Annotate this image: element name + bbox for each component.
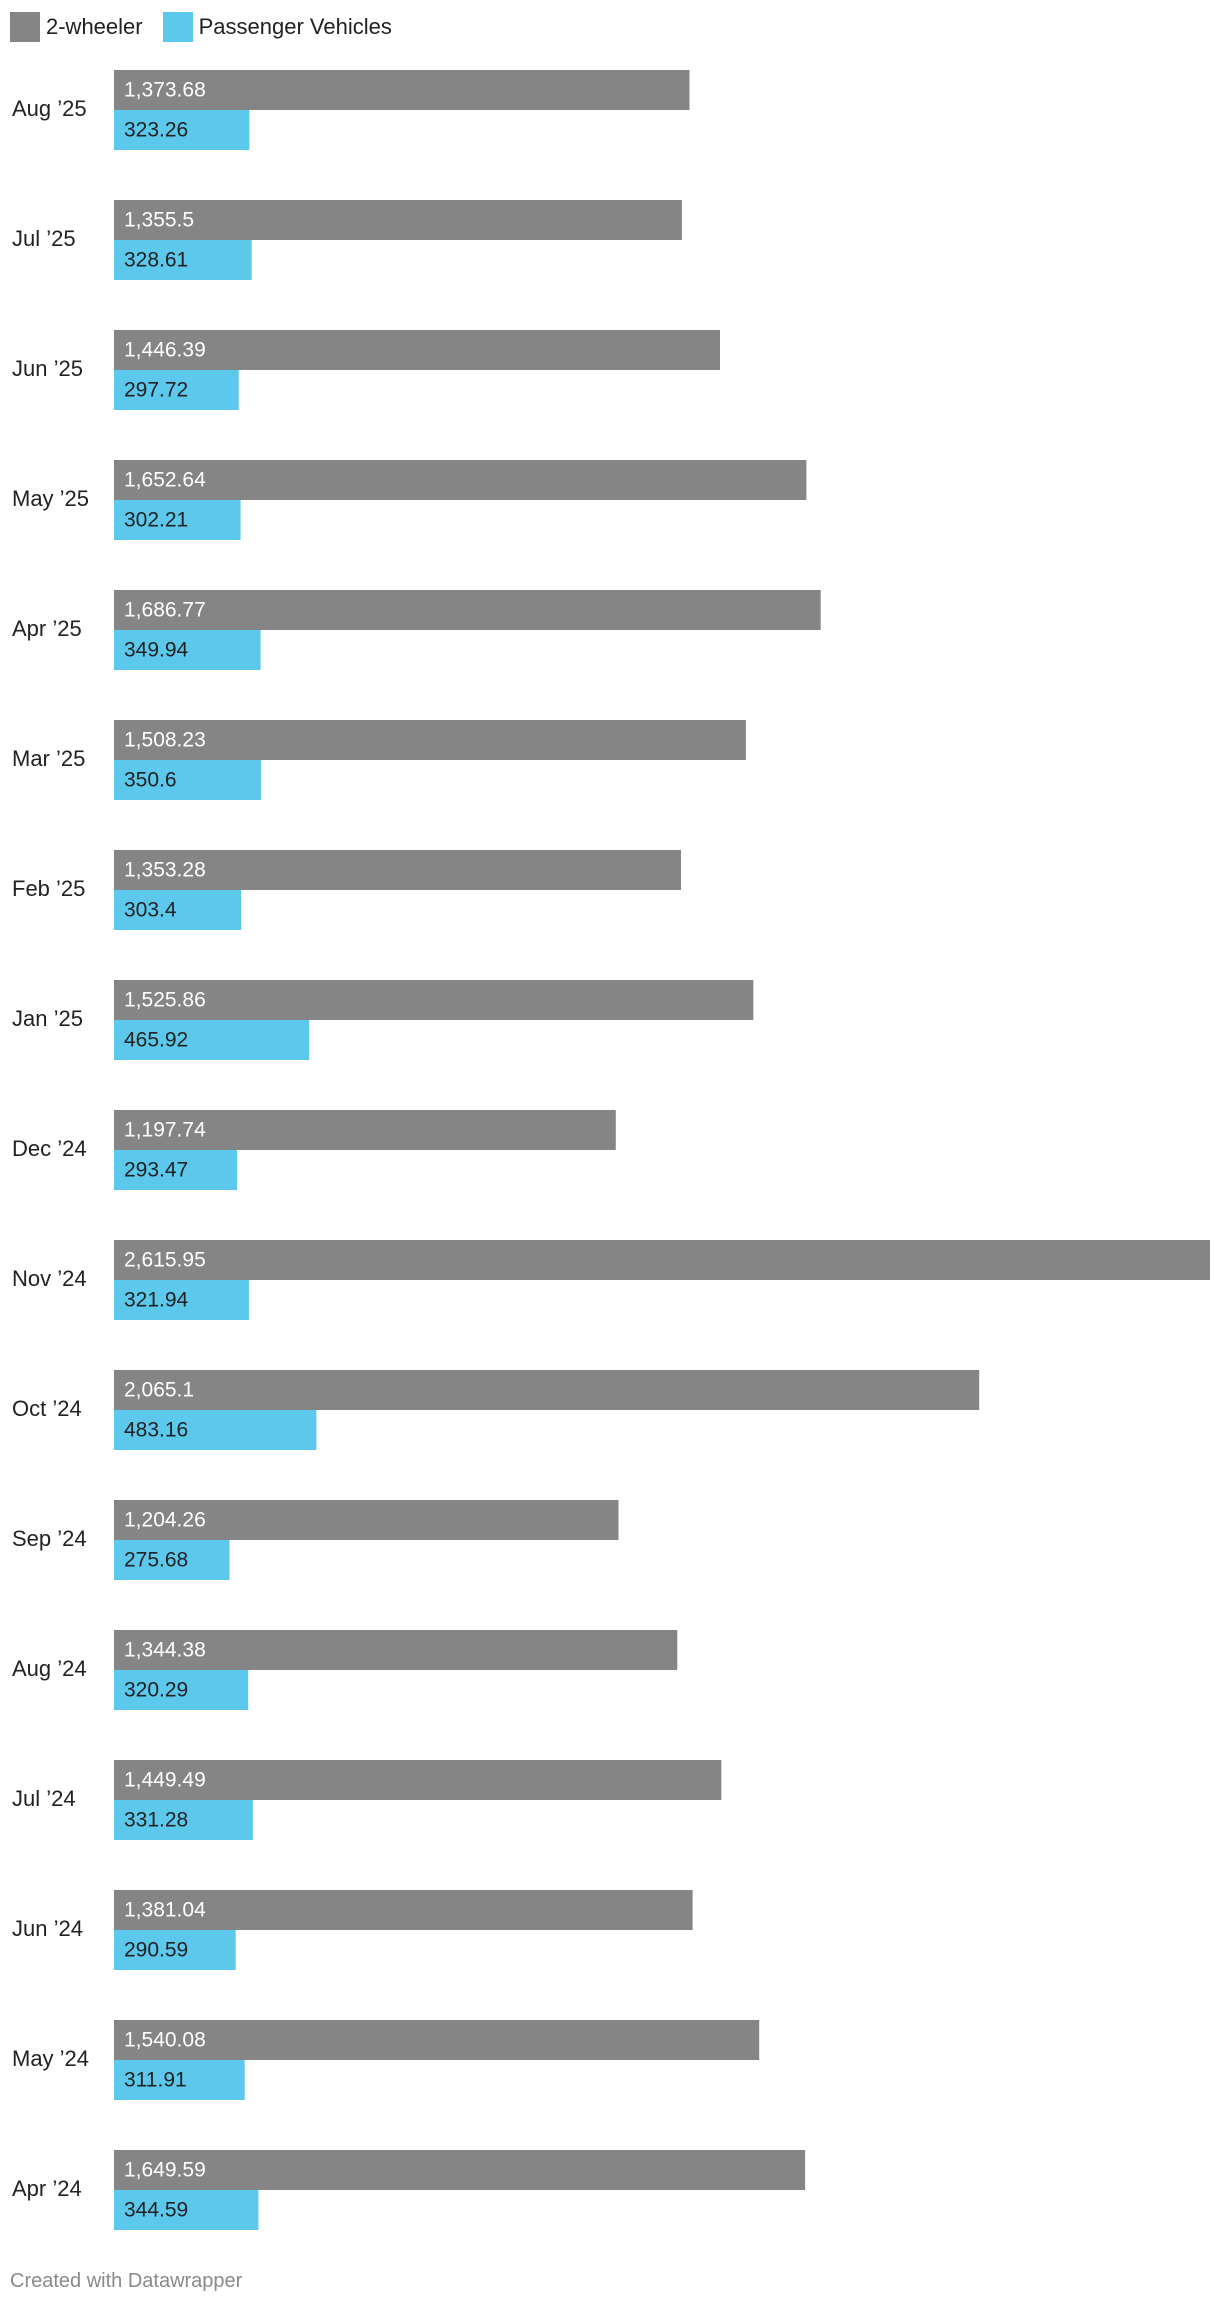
value-label-2-wheeler-jan-25: 1,525.86 [124,989,206,1012]
bar-2-wheeler-feb-25 [114,850,681,890]
category-label-sep-24: Sep ’24 [12,1526,87,1551]
category-label-feb-25: Feb ’25 [12,876,85,901]
bar-2-wheeler-jul-25 [114,200,682,240]
value-label-2-wheeler-jun-24: 1,381.04 [124,1899,206,1922]
category-label-dec-24: Dec ’24 [12,1136,87,1161]
value-label-passenger-vehicles-may-25: 302.21 [124,509,188,532]
category-label-apr-25: Apr ’25 [12,616,82,641]
category-label-jun-24: Jun ’24 [12,1916,83,1941]
value-label-passenger-vehicles-nov-24: 321.94 [124,1289,189,1312]
value-label-passenger-vehicles-jul-25: 328.61 [124,249,188,272]
value-label-passenger-vehicles-jan-25: 465.92 [124,1029,188,1052]
legend-label-2-wheeler: 2-wheeler [46,14,143,39]
bar-passenger-vehicles-apr-25 [114,630,261,670]
bar-passenger-vehicles-nov-24 [114,1280,249,1320]
value-label-passenger-vehicles-apr-25: 349.94 [124,639,189,662]
legend-item-passenger-vehicles: Passenger Vehicles [162,12,392,42]
legend-swatch-passenger-vehicles [162,12,193,42]
bar-passenger-vehicles-jul-25 [114,240,252,280]
category-label-may-24: May ’24 [12,2046,89,2071]
value-label-passenger-vehicles-aug-25: 323.26 [124,119,188,142]
bar-passenger-vehicles-feb-25 [114,890,242,930]
bar-passenger-vehicles-aug-24 [114,1670,249,1710]
value-label-2-wheeler-aug-25: 1,373.68 [124,79,206,102]
bar-passenger-vehicles-mar-25 [114,760,261,800]
value-label-passenger-vehicles-mar-25: 350.6 [124,769,177,792]
value-label-2-wheeler-dec-24: 1,197.74 [124,1119,206,1142]
category-label-may-25: May ’25 [12,486,89,511]
legend-label-passenger-vehicles: Passenger Vehicles [198,14,392,39]
bar-2-wheeler-oct-24 [114,1370,980,1410]
category-label-jan-25: Jan ’25 [12,1006,83,1031]
bar-passenger-vehicles-oct-24 [114,1410,317,1450]
bar-2-wheeler-dec-24 [114,1110,616,1150]
value-label-passenger-vehicles-aug-24: 320.29 [124,1679,188,1702]
value-label-2-wheeler-apr-24: 1,649.59 [124,2159,206,2182]
bar-2-wheeler-aug-24 [114,1630,678,1670]
category-label-aug-25: Aug ’25 [12,96,87,121]
bar-2-wheeler-mar-25 [114,720,746,760]
category-label-apr-24: Apr ’24 [12,2176,82,2201]
bar-2-wheeler-jan-25 [114,980,754,1020]
bar-passenger-vehicles-may-24 [114,2060,245,2100]
bar-passenger-vehicles-dec-24 [114,1150,237,1190]
category-label-aug-24: Aug ’24 [12,1656,87,1681]
category-label-oct-24: Oct ’24 [12,1396,82,1421]
bar-passenger-vehicles-sep-24 [114,1540,230,1580]
bar-2-wheeler-may-24 [114,2020,760,2060]
value-label-passenger-vehicles-sep-24: 275.68 [124,1549,188,1572]
value-label-2-wheeler-feb-25: 1,353.28 [124,859,206,882]
footer-credit: Created with Datawrapper [10,2270,243,2292]
category-label-jun-25: Jun ’25 [12,356,83,381]
value-label-2-wheeler-oct-24: 2,065.1 [124,1379,194,1402]
bar-passenger-vehicles-jun-25 [114,370,239,410]
value-label-passenger-vehicles-feb-25: 303.4 [124,899,177,922]
value-label-2-wheeler-jul-25: 1,355.5 [124,209,194,232]
bar-passenger-vehicles-may-25 [114,500,241,540]
value-label-passenger-vehicles-jun-24: 290.59 [124,1939,188,1962]
value-label-passenger-vehicles-oct-24: 483.16 [124,1419,188,1442]
bar-2-wheeler-apr-25 [114,590,821,630]
bar-2-wheeler-sep-24 [114,1500,619,1540]
bar-2-wheeler-jun-24 [114,1890,693,1930]
value-label-2-wheeler-may-25: 1,652.64 [124,469,206,492]
category-label-jul-25: Jul ’25 [12,226,76,251]
value-label-passenger-vehicles-dec-24: 293.47 [124,1159,188,1182]
value-label-2-wheeler-jun-25: 1,446.39 [124,339,206,362]
value-label-2-wheeler-may-24: 1,540.08 [124,2029,206,2052]
category-label-nov-24: Nov ’24 [12,1266,87,1291]
category-label-mar-25: Mar ’25 [12,746,85,771]
value-label-2-wheeler-apr-25: 1,686.77 [124,599,206,622]
category-label-jul-24: Jul ’24 [12,1786,76,1811]
value-label-passenger-vehicles-may-24: 311.91 [124,2069,187,2092]
legend-swatch-2-wheeler [10,12,40,42]
chart-legend: 2-wheeler Passenger Vehicles [10,11,412,43]
legend-item-2-wheeler: 2-wheeler [10,12,143,42]
bar-passenger-vehicles-aug-25 [114,110,250,150]
bar-2-wheeler-nov-24 [114,1240,1210,1280]
value-label-2-wheeler-jul-24: 1,449.49 [124,1769,206,1792]
bar-passenger-vehicles-apr-24 [114,2190,259,2230]
value-label-2-wheeler-nov-24: 2,615.95 [124,1249,206,1272]
bar-passenger-vehicles-jan-25 [114,1020,310,1060]
bar-passenger-vehicles-jul-24 [114,1800,253,1840]
value-label-passenger-vehicles-jun-25: 297.72 [124,379,188,402]
value-label-passenger-vehicles-apr-24: 344.59 [124,2199,188,2222]
bar-2-wheeler-apr-24 [114,2150,806,2190]
bar-2-wheeler-may-25 [114,460,807,500]
bar-2-wheeler-jun-25 [114,330,720,370]
value-label-2-wheeler-mar-25: 1,508.23 [124,729,206,752]
bar-2-wheeler-jul-24 [114,1760,722,1800]
value-label-2-wheeler-sep-24: 1,204.26 [124,1509,206,1532]
value-label-2-wheeler-aug-24: 1,344.38 [124,1639,206,1662]
value-label-passenger-vehicles-jul-24: 331.28 [124,1809,188,1832]
bar-2-wheeler-aug-25 [114,70,690,110]
bar-passenger-vehicles-jun-24 [114,1930,236,1970]
